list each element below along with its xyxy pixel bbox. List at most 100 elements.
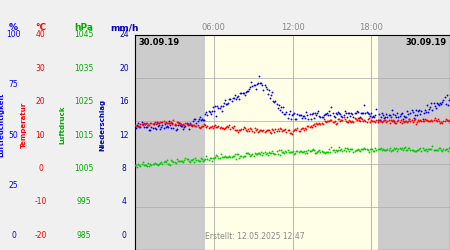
Point xyxy=(250,130,257,134)
Point xyxy=(411,149,418,153)
Point xyxy=(279,128,287,132)
Point xyxy=(234,130,242,134)
Point xyxy=(219,104,226,108)
Point xyxy=(241,93,248,97)
Point xyxy=(167,158,175,162)
Text: 20: 20 xyxy=(119,64,129,73)
Point xyxy=(397,148,404,152)
Point xyxy=(203,110,210,114)
Point xyxy=(429,108,436,112)
Point xyxy=(305,124,312,128)
Point xyxy=(131,124,139,128)
Point xyxy=(382,115,389,119)
Point xyxy=(327,150,334,154)
Point xyxy=(226,154,233,158)
Point xyxy=(399,119,406,123)
Point xyxy=(152,122,159,126)
Point xyxy=(212,153,220,157)
Point xyxy=(401,115,409,119)
Point xyxy=(163,121,171,125)
Point xyxy=(407,111,414,115)
Point xyxy=(320,113,328,117)
Point xyxy=(257,150,265,154)
Point xyxy=(214,125,221,129)
Point xyxy=(392,121,400,125)
Point xyxy=(350,120,357,124)
Point xyxy=(260,88,267,92)
Point xyxy=(366,114,373,118)
Point xyxy=(160,119,167,123)
Point xyxy=(337,148,344,152)
Point xyxy=(383,120,390,124)
Point xyxy=(244,151,252,155)
Point xyxy=(264,128,271,132)
Point xyxy=(346,118,353,122)
Point xyxy=(327,113,334,117)
Text: 0: 0 xyxy=(122,230,126,239)
Point xyxy=(378,120,386,124)
Point xyxy=(312,112,319,116)
Point xyxy=(410,149,418,153)
Point xyxy=(234,94,242,98)
Point xyxy=(296,113,303,117)
Point xyxy=(201,122,208,126)
Point xyxy=(405,112,412,116)
Point xyxy=(204,113,211,117)
Text: 1005: 1005 xyxy=(74,164,94,173)
Point xyxy=(409,148,416,152)
Point xyxy=(243,89,251,93)
Point xyxy=(319,122,326,126)
Point xyxy=(173,127,180,131)
Point xyxy=(182,121,189,125)
Point xyxy=(201,118,208,122)
Point xyxy=(433,102,441,105)
Point xyxy=(366,147,373,151)
Point xyxy=(402,115,410,119)
Point xyxy=(394,149,401,153)
Point xyxy=(192,117,199,121)
Point xyxy=(349,112,356,116)
Point xyxy=(286,131,293,135)
Point xyxy=(205,126,212,130)
Point xyxy=(159,162,166,166)
Point xyxy=(375,112,382,116)
Point xyxy=(285,128,292,132)
Point xyxy=(237,154,244,158)
Point xyxy=(185,127,193,131)
Point xyxy=(251,151,258,155)
Point xyxy=(212,114,220,118)
Point xyxy=(441,118,448,122)
Point xyxy=(231,152,239,156)
Point xyxy=(394,118,401,122)
Point xyxy=(379,147,387,151)
Point xyxy=(339,116,346,119)
Point xyxy=(252,128,259,132)
Point xyxy=(291,111,298,115)
Point xyxy=(228,155,235,159)
Point xyxy=(297,149,304,153)
Point xyxy=(285,112,292,116)
Point xyxy=(183,157,190,161)
Point xyxy=(346,110,353,114)
Point xyxy=(147,128,154,132)
Point xyxy=(166,118,173,122)
Point xyxy=(331,119,338,123)
Point xyxy=(199,158,207,162)
Point xyxy=(212,125,220,129)
Point xyxy=(373,148,380,152)
Point xyxy=(256,128,264,132)
Point xyxy=(311,124,319,128)
Point xyxy=(301,128,308,132)
Point xyxy=(170,118,177,122)
Point xyxy=(228,99,235,103)
Point xyxy=(272,127,279,131)
Text: Luftfeuchtigkeit: Luftfeuchtigkeit xyxy=(0,93,4,157)
Point xyxy=(194,123,201,127)
Text: -10: -10 xyxy=(34,197,47,206)
Point xyxy=(379,113,387,117)
Point xyxy=(134,124,141,128)
Point xyxy=(305,117,312,121)
Point xyxy=(396,114,403,118)
Point xyxy=(414,112,421,116)
Point xyxy=(420,119,427,123)
